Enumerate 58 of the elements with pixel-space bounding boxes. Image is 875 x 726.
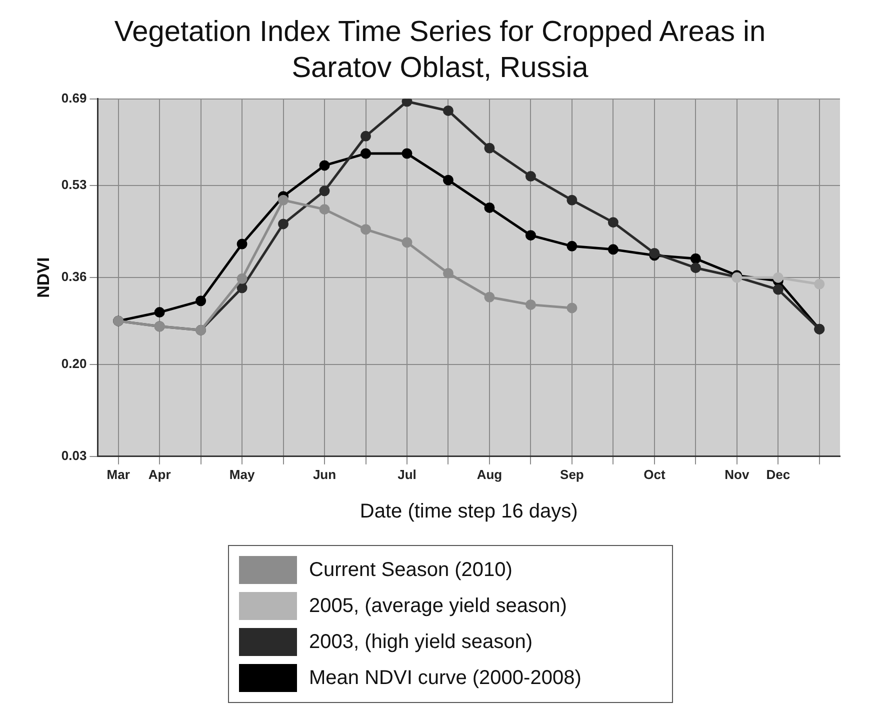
point	[402, 148, 412, 159]
point	[236, 238, 248, 250]
y-tick-label: 0.53	[61, 177, 87, 192]
x-tick-label: Oct	[644, 466, 666, 482]
point	[236, 273, 248, 284]
point	[814, 278, 825, 290]
x-tick-label: Sep	[560, 466, 584, 482]
x-tick-label: Jul	[398, 466, 416, 482]
x-tick-label: Mar	[106, 466, 130, 482]
legend-label: Current Season (2010)	[309, 558, 512, 582]
point	[319, 204, 330, 215]
point	[772, 284, 784, 295]
legend-label: Mean NDVI curve (2000-2008)	[309, 666, 582, 690]
legend-label: 2005, (average yield season)	[309, 594, 567, 618]
point	[278, 194, 289, 206]
point	[484, 292, 495, 302]
point	[608, 244, 618, 255]
point	[442, 268, 454, 279]
point	[196, 296, 206, 306]
chart-title: Vegetation Index Time Series for Cropped Areas in Saratov Oblast, Russia	[113, 15, 767, 86]
point	[442, 174, 454, 186]
point	[360, 148, 372, 159]
point	[236, 282, 248, 294]
point	[319, 160, 330, 171]
point	[484, 142, 495, 154]
y-tick-label: 0.36	[61, 269, 87, 284]
point	[525, 171, 536, 182]
point	[566, 240, 578, 252]
point	[566, 194, 578, 206]
point	[154, 307, 165, 318]
point	[772, 272, 784, 283]
legend-label: 2003, (high yield season)	[309, 630, 532, 654]
point	[525, 230, 536, 241]
point	[402, 98, 412, 107]
point	[690, 262, 701, 274]
x-tick-label: Aug	[476, 466, 502, 482]
point	[278, 218, 289, 230]
point	[484, 202, 495, 213]
x-tick-label: Nov	[724, 466, 750, 482]
x-tick-label: Dec	[766, 466, 790, 482]
y-axis-title: NDVI	[34, 257, 53, 298]
point	[442, 105, 454, 116]
point	[360, 130, 372, 142]
point	[649, 248, 660, 258]
point	[360, 224, 372, 235]
x-tick-label: Apr	[148, 466, 171, 482]
y-tick-label: 0.20	[61, 356, 87, 371]
x-tick-label: May	[229, 466, 256, 482]
y-tick-label: 0.03	[61, 448, 87, 463]
point	[402, 237, 412, 248]
point	[566, 302, 578, 314]
point	[525, 299, 536, 310]
point	[319, 186, 330, 196]
point	[690, 253, 701, 264]
point	[608, 217, 618, 228]
x-tick-label: Jun	[312, 466, 336, 482]
y-tick-label: 0.69	[61, 90, 87, 106]
x-axis-title: Date (time step 16 days)	[360, 500, 578, 523]
